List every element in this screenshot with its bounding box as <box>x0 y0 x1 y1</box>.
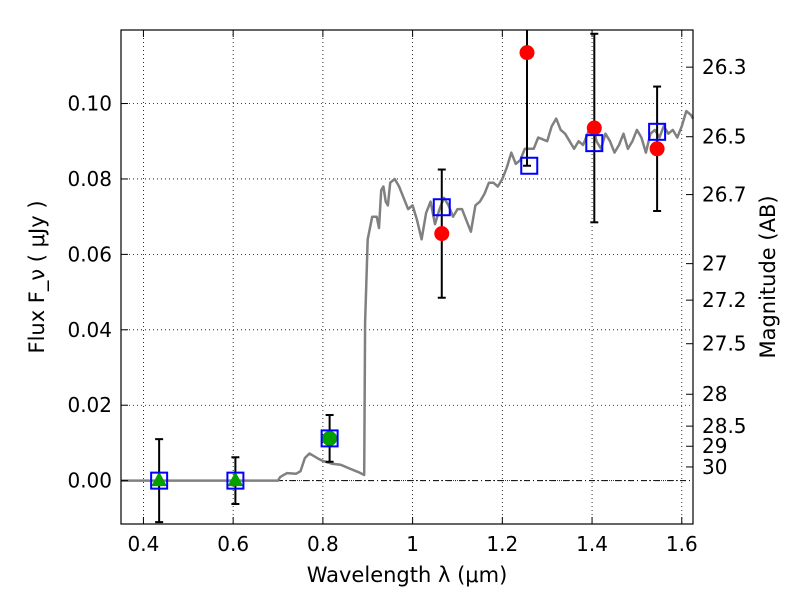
y-axis-label: Flux F_ν ( μJy ) <box>25 200 50 353</box>
x-tick-label: 1.4 <box>576 532 608 556</box>
template-spectrum-line <box>121 109 695 482</box>
data-point-square <box>648 122 667 141</box>
data-point-circle <box>519 45 535 61</box>
x-tick-label: 1.2 <box>486 532 518 556</box>
y2-tick-label: 27.5 <box>702 332 747 356</box>
y-tick-label: 0.02 <box>67 393 112 417</box>
y-tick-label: 0.00 <box>67 469 112 493</box>
y2-tick-label: 27 <box>702 252 727 276</box>
y-axis-ticks: 0.00 0.02 0.04 0.06 0.08 0.10 <box>67 92 128 493</box>
data-markers <box>150 30 667 524</box>
x-tick-label: 0.4 <box>128 532 160 556</box>
y2-tick-label: 26.3 <box>702 55 747 79</box>
data-point-triangle <box>227 471 244 487</box>
data-point-circle <box>434 226 450 242</box>
data-point-circle <box>322 430 338 446</box>
y2-tick-label: 29 <box>702 434 727 458</box>
y-tick-label: 0.06 <box>67 242 112 266</box>
plot-frame <box>120 29 694 525</box>
x-tick-label: 0.6 <box>217 532 249 556</box>
data-point-square <box>585 134 604 153</box>
y2-tick-label: 28.5 <box>702 414 747 438</box>
plot-background <box>121 30 693 524</box>
y-tick-label: 0.08 <box>67 167 112 191</box>
x-axis-ticks: 0.4 0.6 0.8 1 1.2 1.4 1.6 <box>128 30 698 556</box>
data-point-square <box>320 429 339 448</box>
data-point-square <box>520 156 539 175</box>
data-point-circle <box>649 141 665 157</box>
y2-tick-label: 30 <box>702 455 727 479</box>
y2-tick-label: 27.2 <box>702 288 747 312</box>
data-point-triangle <box>151 471 167 487</box>
x-tick-label: 1.6 <box>666 532 698 556</box>
data-point-square <box>226 471 245 490</box>
data-point-circle <box>586 120 602 136</box>
y2-axis-label: Magnitude (AB) <box>756 195 780 358</box>
data-point-square <box>432 198 451 217</box>
data-point-square <box>150 471 169 490</box>
y2-tick-label: 28 <box>702 382 727 406</box>
x-axis-label: Wavelength λ (μm) <box>307 563 508 587</box>
y-tick-label: 0.04 <box>67 318 112 342</box>
x-tick-label: 1 <box>406 532 419 556</box>
y2-tick-label: 26.7 <box>702 183 747 207</box>
x-tick-label: 0.8 <box>307 532 339 556</box>
y2-tick-label: 26.5 <box>702 125 747 149</box>
y-tick-label: 0.10 <box>67 92 112 116</box>
grid-lines <box>121 30 693 524</box>
